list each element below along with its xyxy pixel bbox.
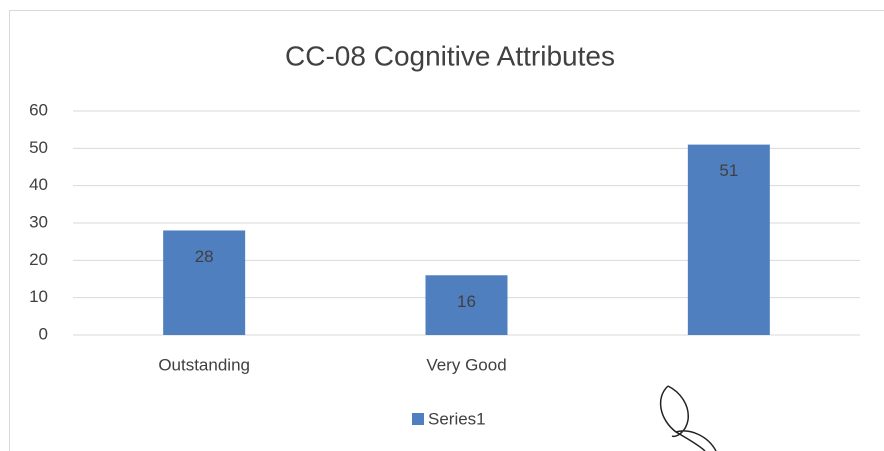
y-tick-label: 60: [29, 100, 48, 119]
x-tick-label: Outstanding: [158, 355, 250, 374]
y-tick-label: 20: [29, 250, 48, 269]
bar: [425, 275, 508, 335]
y-tick-label: 10: [29, 287, 48, 306]
bar: [163, 230, 246, 335]
y-tick-label: 50: [29, 138, 48, 157]
bar: [687, 144, 770, 335]
handwritten-scribble: [659, 385, 717, 451]
y-tick-label: 0: [39, 324, 48, 343]
data-label: 28: [195, 247, 214, 266]
legend-swatch: [412, 413, 424, 425]
chart-title: CC-08 Cognitive Attributes: [285, 40, 615, 71]
y-tick-label: 30: [29, 212, 48, 231]
y-tick-label: 40: [29, 175, 48, 194]
data-label: 51: [719, 161, 738, 180]
x-tick-label: Very Good: [426, 355, 506, 374]
legend-label: Series1: [428, 409, 486, 428]
data-label: 16: [457, 292, 476, 311]
